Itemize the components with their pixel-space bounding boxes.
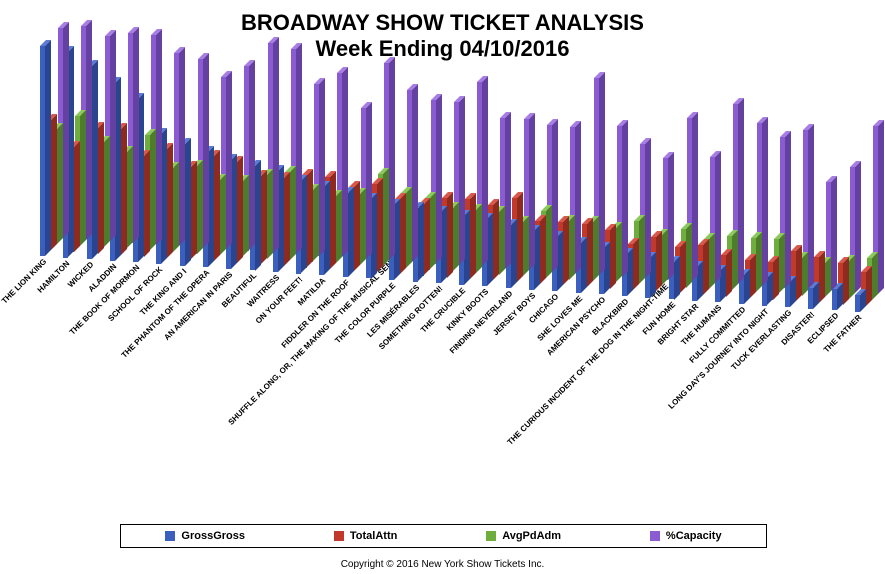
swatch-capacity: [650, 531, 660, 541]
swatch-avgpd: [486, 531, 496, 541]
swatch-attn: [334, 531, 344, 541]
legend-item-capacity: %Capacity: [650, 530, 722, 542]
legend-item-avgpd: AvgPdAdm: [486, 530, 561, 542]
legend-label-avgpd: AvgPdAdm: [502, 530, 561, 542]
x-axis-label: HAMILTON: [0, 259, 72, 407]
legend-label-attn: TotalAttn: [350, 530, 397, 542]
chart-area: THE LION KINGHAMILTONWICKEDALADDINTHE BO…: [0, 60, 885, 480]
data-bar: [855, 295, 860, 312]
copyright-text: Copyright © 2016 New York Show Tickets I…: [0, 559, 885, 570]
legend-label-capacity: %Capacity: [666, 530, 722, 542]
legend-label-gross: GrossGross: [181, 530, 245, 542]
swatch-gross: [165, 531, 175, 541]
data-bar: [832, 289, 837, 310]
data-bar: [40, 46, 45, 256]
legend-item-gross: GrossGross: [165, 530, 245, 542]
data-bar: [808, 288, 813, 309]
legend: GrossGross TotalAttn AvgPdAdm %Capacity: [120, 524, 767, 548]
legend-item-attn: TotalAttn: [334, 530, 397, 542]
